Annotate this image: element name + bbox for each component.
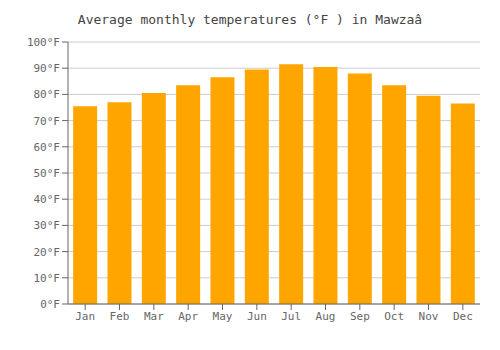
svg-text:100°F: 100°F	[27, 36, 60, 49]
svg-text:Oct: Oct	[384, 310, 404, 323]
svg-text:60°F: 60°F	[34, 141, 61, 154]
svg-text:30°F: 30°F	[34, 219, 61, 232]
svg-text:40°F: 40°F	[34, 193, 61, 206]
svg-text:10°F: 10°F	[34, 272, 61, 285]
svg-text:50°F: 50°F	[34, 167, 61, 180]
svg-text:Apr: Apr	[178, 310, 198, 323]
svg-text:Mar: Mar	[144, 310, 164, 323]
svg-text:May: May	[213, 310, 233, 323]
svg-text:Sep: Sep	[350, 310, 370, 323]
svg-text:20°F: 20°F	[34, 246, 61, 259]
html-text:Average monthly temperatures (: Average monthly temperatures (°F ) in Ma…	[77, 12, 423, 27]
svg-text:Jan: Jan	[75, 310, 95, 323]
svg-text:Aug: Aug	[316, 310, 336, 323]
svg-text:90°F: 90°F	[34, 62, 61, 75]
svg-text:Nov: Nov	[419, 310, 439, 323]
svg-text:Jun: Jun	[247, 310, 267, 323]
svg-text:Dec: Dec	[453, 310, 473, 323]
svg-text:80°F: 80°F	[34, 88, 61, 101]
svg-text:0°F: 0°F	[40, 298, 60, 311]
svg-text:Jul: Jul	[281, 310, 301, 323]
svg-text:Feb: Feb	[110, 310, 130, 323]
svg-text:70°F: 70°F	[34, 115, 61, 128]
